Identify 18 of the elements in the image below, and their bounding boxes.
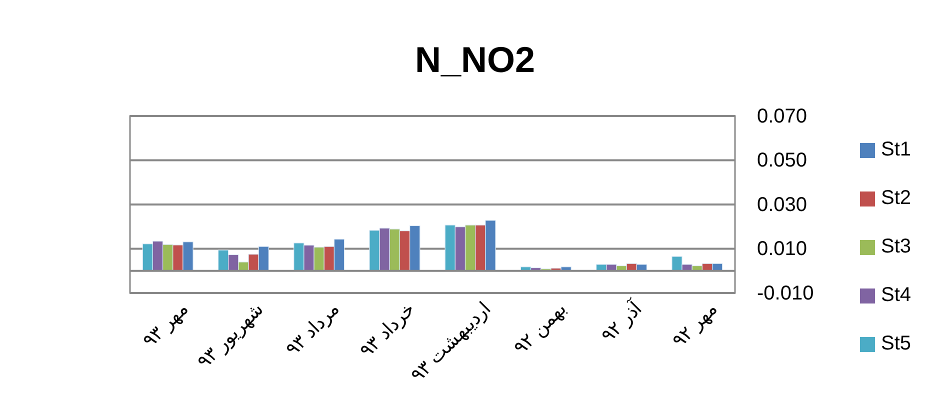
x-tick-label: مرداد ۹۳: [282, 298, 344, 360]
x-tick-label: خرداد ۹۳: [356, 298, 420, 362]
y-tick-label: 0.030: [757, 194, 808, 216]
legend-label: St2: [881, 186, 912, 209]
x-tick-label: شهریور ۹۳: [194, 298, 268, 374]
legend-label: St3: [881, 235, 912, 258]
y-tick-label: 0.050: [757, 150, 808, 172]
legend-label: St5: [881, 332, 912, 354]
legend-label: St4: [881, 284, 912, 306]
y-tick-label: -0.010: [757, 282, 814, 304]
x-tick-label: بهمن ۹۲: [510, 298, 571, 360]
x-tick-label: مهر ۹۲: [668, 298, 722, 352]
x-tick-label: آذر ۹۲: [596, 296, 647, 348]
x-tick-label: مهر ۹۳: [139, 298, 192, 352]
chart-title: N_NO2: [414, 39, 536, 80]
legend-label: St1: [881, 138, 912, 160]
y-tick-label: 0.010: [757, 238, 808, 260]
y-tick-label: 0.070: [757, 105, 808, 128]
